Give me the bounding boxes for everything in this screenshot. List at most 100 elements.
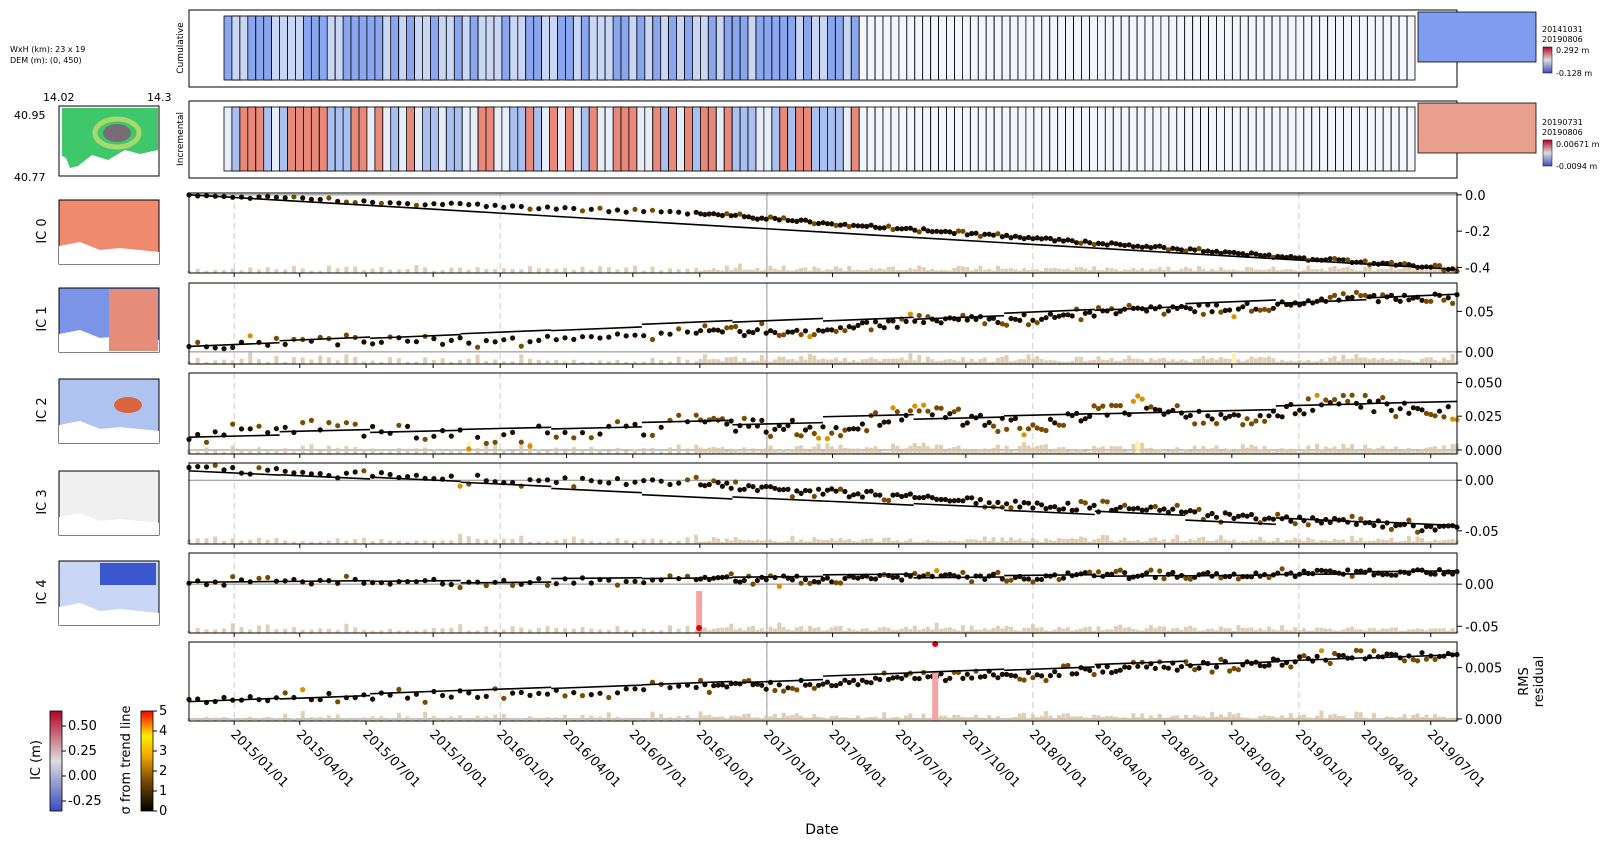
data-point: [396, 422, 402, 428]
panel-frame: [188, 552, 1458, 634]
data-point: [816, 579, 822, 585]
data-point: [518, 343, 524, 349]
data-point: [955, 406, 962, 412]
residual-bar: [807, 541, 812, 544]
residual-bar: [733, 537, 738, 544]
data-point: [1192, 421, 1198, 427]
residual-bar: [1336, 268, 1341, 273]
data-point: [798, 332, 804, 338]
data-point: [1021, 432, 1027, 438]
residual-bar: [1210, 628, 1215, 633]
residual-bar: [1232, 450, 1236, 454]
residual-bar: [1092, 630, 1097, 633]
residual-bar: [821, 539, 825, 544]
residual-bar: [1100, 716, 1105, 721]
thumbnail: [1319, 106, 1328, 172]
data-point: [1135, 393, 1141, 399]
data-point: [1428, 298, 1434, 304]
thumbnail: [1168, 15, 1178, 81]
dem-map-volcano-ring: [92, 116, 142, 150]
residual-bar: [829, 446, 834, 454]
residual-bar: [1162, 451, 1166, 454]
thumbnail: [374, 106, 384, 172]
residual-bar: [1376, 718, 1381, 721]
data-point: [1109, 306, 1115, 312]
residual-bar: [751, 540, 755, 544]
data-point: [440, 341, 446, 347]
residual-bar: [921, 362, 926, 364]
residual-bar: [283, 540, 288, 544]
data-point: [265, 430, 271, 436]
residual-bar: [1092, 446, 1097, 454]
residual-bar: [737, 263, 742, 273]
residual-bar: [1323, 718, 1328, 721]
residual-bar: [615, 447, 620, 454]
residual-bar: [1026, 628, 1031, 633]
data-point: [1056, 576, 1062, 583]
residual-bar: [1236, 541, 1241, 544]
residual-bar: [440, 718, 445, 721]
thumbnail: [1184, 15, 1193, 81]
residual-bar: [698, 541, 703, 544]
trend-segment: [1094, 660, 1186, 666]
ic-label: IC 3: [35, 489, 50, 514]
residual-bar: [790, 630, 795, 633]
thumbnail: [565, 106, 574, 172]
data-point: [1332, 255, 1338, 262]
residual-bar: [606, 712, 611, 721]
residual-bar: [1345, 266, 1350, 273]
data-point: [1406, 570, 1412, 577]
residual-bar: [1363, 357, 1368, 364]
data-point: [1183, 659, 1189, 665]
residual-bar: [1428, 541, 1433, 544]
trend-segment: [370, 689, 461, 695]
thumbnail: [985, 106, 995, 172]
residual-bar: [1358, 537, 1363, 544]
residual-bar: [1437, 716, 1442, 721]
residual-bar: [1398, 358, 1403, 364]
residual-bar: [466, 536, 471, 544]
data-point: [1235, 306, 1241, 312]
data-point: [300, 195, 306, 201]
residual-bar: [265, 624, 270, 633]
residual-bar: [370, 268, 375, 273]
thumbnail: [1255, 15, 1265, 81]
cumulative-range-max: 0.292 m: [1556, 46, 1589, 55]
residual-bar: [318, 541, 323, 544]
residual-bar: [1197, 630, 1201, 633]
residual-bar: [842, 540, 847, 544]
residual-bar: [969, 270, 974, 273]
data-point: [868, 222, 874, 228]
data-point: [1349, 294, 1355, 300]
data-point: [466, 690, 472, 696]
data-point: [1262, 306, 1268, 312]
data-point: [1235, 576, 1241, 582]
lat-tick-bottom: 40.77: [14, 171, 46, 184]
data-point: [1262, 663, 1268, 669]
data-point: [544, 477, 551, 483]
residual-bar: [545, 717, 550, 721]
residual-bar: [676, 540, 681, 544]
data-point: [960, 498, 966, 504]
residual-bar: [904, 715, 909, 721]
data-point: [1262, 418, 1268, 424]
data-point: [1091, 403, 1097, 409]
residual-bar: [257, 359, 261, 364]
data-point: [1362, 258, 1368, 264]
residual-bar: [283, 269, 288, 273]
data-point: [711, 211, 717, 217]
residual-bar: [1210, 358, 1215, 364]
data-point: [1187, 246, 1193, 252]
residual-bar: [615, 538, 620, 544]
data-point: [929, 412, 935, 418]
data-point: [1091, 671, 1097, 678]
data-point: [1227, 511, 1233, 517]
thumbnail: [1271, 106, 1281, 172]
residual-bar: [501, 714, 506, 721]
residual-bar: [405, 269, 410, 273]
residual-bar: [1083, 717, 1088, 721]
data-point: [632, 332, 638, 338]
data-point: [719, 682, 726, 688]
residual-bar: [1153, 537, 1158, 544]
residual-bar: [309, 359, 314, 364]
